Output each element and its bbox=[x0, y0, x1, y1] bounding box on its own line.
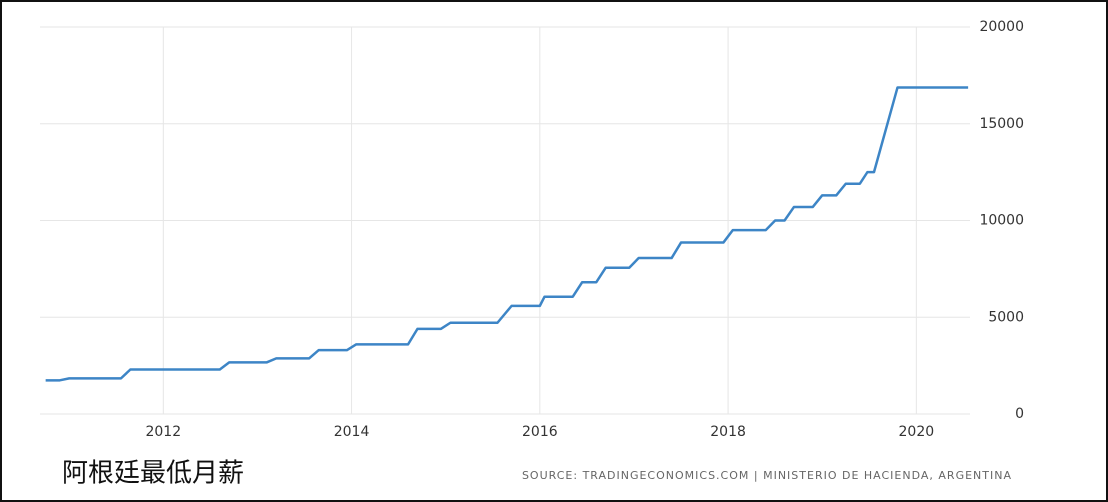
y-tick-label: 10000 bbox=[979, 213, 1024, 229]
y-tick-label: 0 bbox=[1015, 406, 1024, 422]
x-tick-label: 2016 bbox=[522, 424, 558, 440]
y-tick-label: 20000 bbox=[979, 19, 1024, 35]
x-tick-label: 2020 bbox=[899, 424, 935, 440]
x-tick-label: 2018 bbox=[710, 424, 746, 440]
y-tick-label: 5000 bbox=[988, 309, 1024, 325]
chart-title: 阿根廷最低月薪 bbox=[62, 459, 244, 489]
y-tick-label: 15000 bbox=[979, 116, 1024, 132]
x-tick-label: 2012 bbox=[145, 424, 181, 440]
source: SOURCE: TRADINGECONOMICS.COM | MINISTERI… bbox=[522, 469, 1012, 482]
data-line bbox=[45, 86, 969, 382]
x-tick-label: 2014 bbox=[334, 424, 370, 440]
